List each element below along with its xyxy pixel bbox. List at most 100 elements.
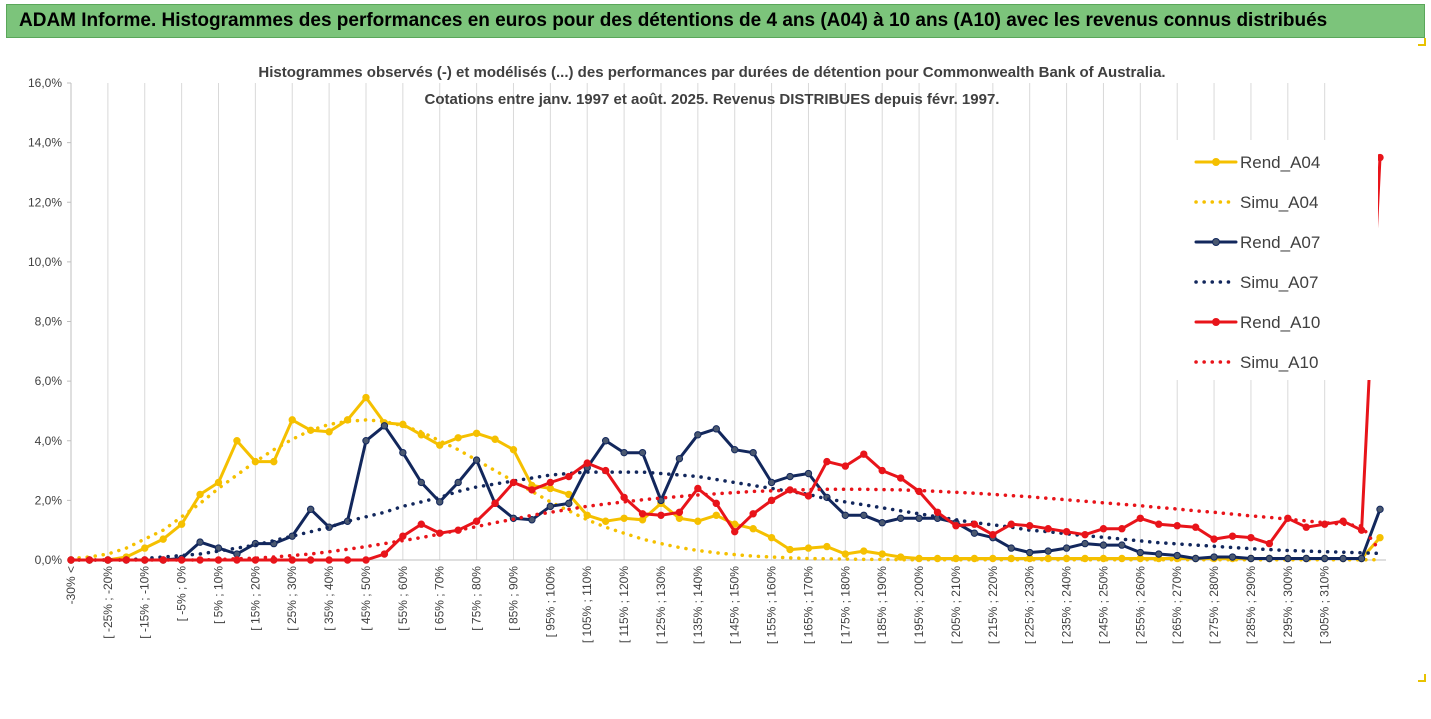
- data-point-rend_a07: [1247, 554, 1255, 563]
- data-point-rend_a07: [1173, 551, 1181, 560]
- data-point-rend_a07: [1136, 548, 1145, 557]
- data-point-rend_a04: [362, 393, 370, 402]
- data-point-rend_a10: [1210, 535, 1218, 543]
- data-point-rend_a10: [601, 466, 610, 475]
- data-point-rend_a07: [915, 514, 923, 522]
- x-tick-label: [ 85% ; 90%: [506, 566, 520, 631]
- x-tick-label: [ 115% ; 120%: [617, 566, 631, 643]
- data-point-rend_a04: [214, 478, 223, 487]
- data-point-rend_a10: [712, 499, 720, 508]
- data-point-rend_a07: [878, 519, 886, 527]
- x-tick-label: [ 195% ; 200%: [912, 566, 926, 644]
- legend-label-rend_a04: Rend_A04: [1240, 153, 1320, 172]
- data-point-rend_a10: [933, 508, 942, 516]
- data-point-rend_a07: [1007, 544, 1015, 552]
- data-point-rend_a07: [436, 498, 444, 506]
- data-point-rend_a10: [860, 450, 868, 458]
- data-point-rend_a10: [694, 484, 702, 493]
- data-point-rend_a04: [159, 535, 167, 543]
- data-point-rend_a10: [767, 496, 776, 505]
- data-point-rend_a04: [767, 533, 776, 542]
- data-point-rend_a10: [1228, 532, 1237, 540]
- data-point-rend_a04: [823, 542, 831, 551]
- y-tick-label: 8,0%: [35, 315, 63, 329]
- data-point-rend_a10: [1007, 520, 1015, 528]
- data-point-rend_a04: [1376, 533, 1384, 542]
- x-tick-label: [ 165% ; 170%: [801, 566, 815, 644]
- data-point-rend_a10: [1136, 514, 1145, 522]
- chart-subtitle: Cotations entre janv. 1997 et août. 2025…: [425, 91, 1000, 108]
- data-point-rend_a10: [823, 457, 831, 466]
- data-point-rend_a07: [1265, 554, 1274, 563]
- data-point-rend_a07: [896, 514, 905, 522]
- data-point-rend_a10: [620, 493, 628, 502]
- data-point-rend_a10: [1191, 523, 1200, 531]
- data-point-rend_a10: [989, 530, 997, 539]
- data-point-rend_a04: [638, 516, 647, 524]
- x-tick-label: [ 305% ; 310%: [1318, 566, 1332, 644]
- y-tick-label: 0,0%: [35, 553, 63, 567]
- data-point-rend_a07: [804, 469, 813, 478]
- data-point-rend_a07: [694, 431, 702, 439]
- data-point-rend_a07: [565, 499, 573, 508]
- data-point-rend_a10: [472, 517, 481, 525]
- data-point-rend_a07: [306, 505, 315, 514]
- data-point-rend_a04: [675, 514, 684, 522]
- y-tick-label: 2,0%: [35, 493, 63, 507]
- x-tick-label: [ 235% ; 240%: [1060, 566, 1074, 644]
- data-point-rend_a10: [362, 556, 370, 564]
- data-point-rend_a07: [841, 511, 850, 519]
- data-point-rend_a10: [343, 556, 352, 564]
- x-tick-label: [ 65% ; 70%: [433, 566, 447, 631]
- data-point-rend_a07: [546, 502, 555, 511]
- data-point-rend_a04: [546, 484, 555, 493]
- data-point-rend_a10: [1081, 530, 1089, 539]
- data-point-rend_a04: [436, 441, 444, 449]
- data-point-rend_a07: [1191, 554, 1200, 563]
- data-point-rend_a04: [196, 490, 204, 499]
- x-tick-label: -30% <: [64, 566, 78, 604]
- data-point-rend_a10: [1173, 522, 1181, 530]
- x-tick-label: [ 5% ; 10%: [211, 566, 225, 624]
- legend-label-simu_a04: Simu_A04: [1240, 193, 1318, 212]
- x-tick-label: [ -15% ; -10%: [138, 566, 152, 639]
- data-point-rend_a10: [1247, 533, 1255, 542]
- data-point-rend_a07: [1357, 554, 1366, 563]
- data-point-rend_a04: [712, 511, 720, 519]
- x-tick-label: [ 125% ; 130%: [654, 566, 668, 644]
- x-tick-label: [ 145% ; 150%: [728, 566, 742, 644]
- data-point-rend_a10: [546, 478, 555, 487]
- y-tick-label: 12,0%: [28, 195, 62, 209]
- series-line-simu_a04: [69, 418, 1382, 562]
- data-point-rend_a04: [878, 550, 886, 558]
- data-point-rend_a04: [472, 429, 481, 437]
- data-point-rend_a07: [675, 454, 684, 463]
- data-point-rend_a10: [380, 550, 389, 558]
- data-point-rend_a10: [306, 556, 315, 564]
- data-point-rend_a07: [233, 550, 241, 558]
- data-point-rend_a10: [675, 508, 684, 516]
- data-point-rend_a04: [1026, 554, 1034, 563]
- data-point-rend_a10: [509, 478, 518, 487]
- data-point-rend_a10: [399, 532, 407, 540]
- header-bar: ADAM Informe. Histogrammes des performan…: [6, 4, 1425, 38]
- legend-marker-rend_a10: [1212, 318, 1220, 326]
- y-tick-label: 14,0%: [28, 136, 62, 150]
- data-point-rend_a07: [1210, 553, 1218, 561]
- data-point-rend_a10: [417, 520, 425, 528]
- x-tick-label: [ 285% ; 290%: [1244, 566, 1258, 644]
- data-point-rend_a10: [804, 492, 813, 500]
- data-point-rend_a04: [601, 517, 610, 525]
- data-point-rend_a10: [1155, 520, 1163, 528]
- series-line-simu_a10: [69, 487, 1382, 562]
- y-tick-label: 4,0%: [35, 434, 63, 448]
- legend-label-rend_a10: Rend_A10: [1240, 313, 1320, 332]
- x-tick-label: [ 255% ; 260%: [1133, 566, 1147, 644]
- x-tick-label: [ 35% ; 40%: [322, 566, 336, 631]
- data-point-rend_a04: [509, 445, 518, 454]
- x-tick-label: [ 265% ; 270%: [1170, 566, 1184, 644]
- x-tick-label: [ 105% ; 110%: [580, 566, 594, 643]
- corner-mark-top-right: [1418, 38, 1426, 46]
- y-tick-label: 10,0%: [28, 255, 62, 269]
- data-point-rend_a10: [583, 459, 591, 467]
